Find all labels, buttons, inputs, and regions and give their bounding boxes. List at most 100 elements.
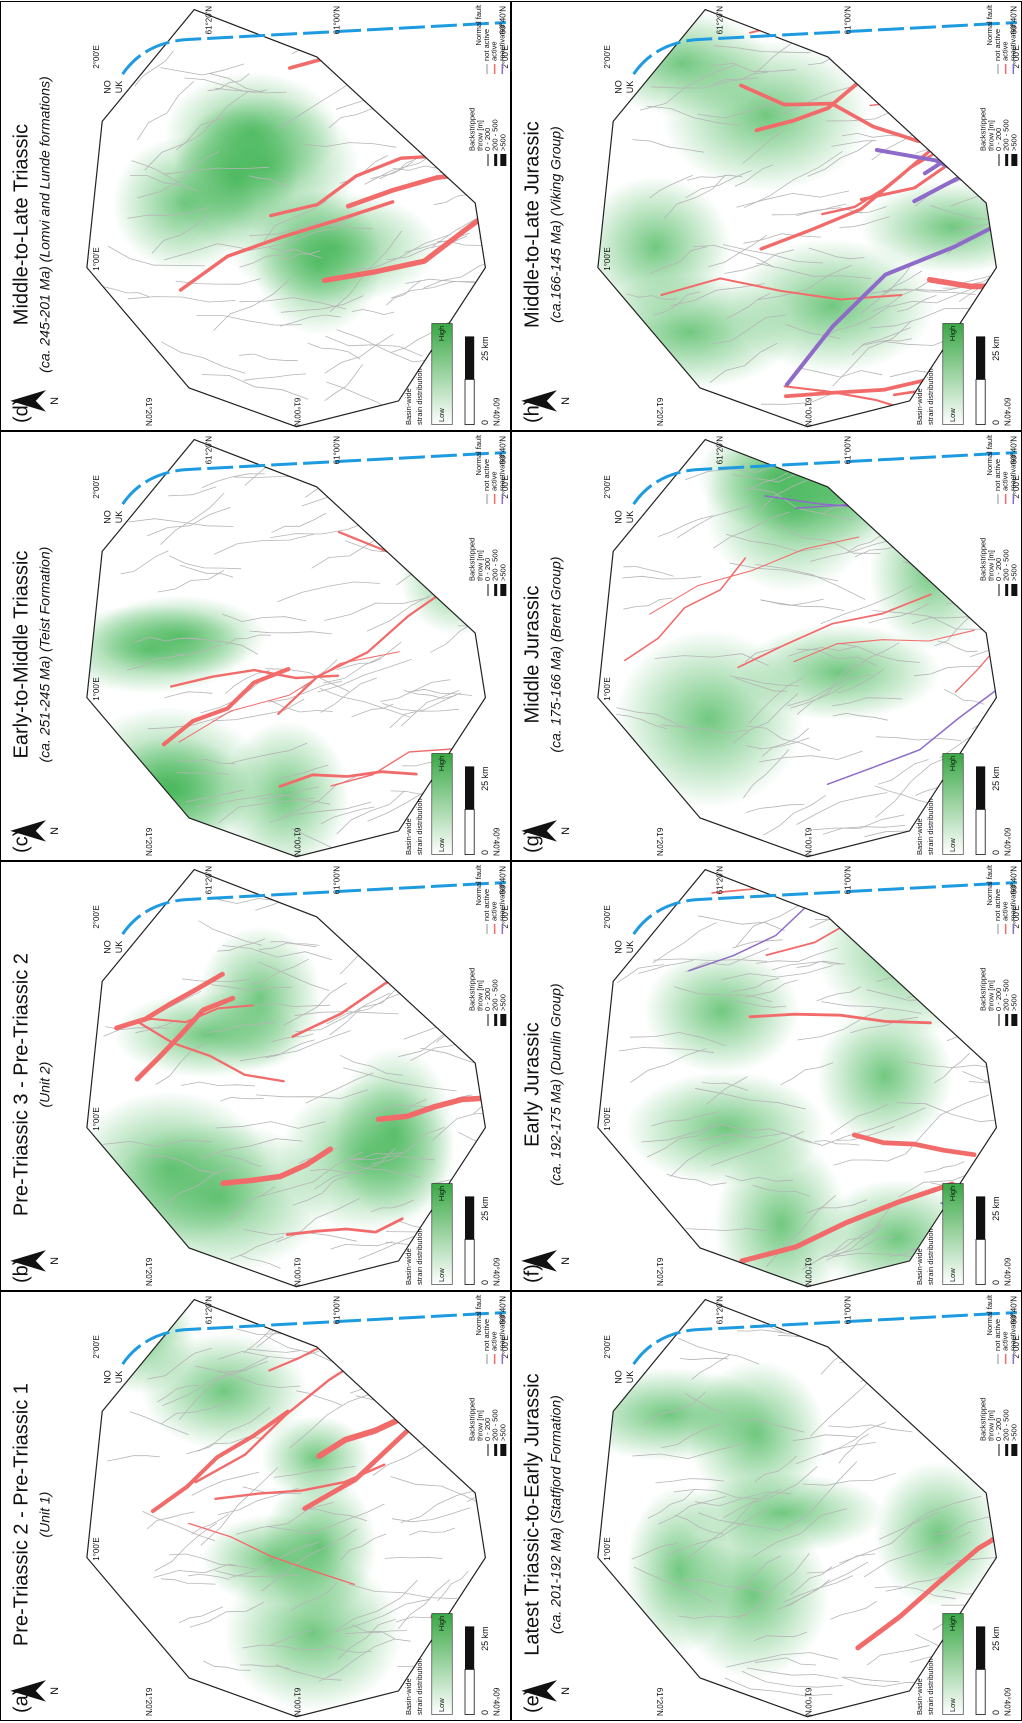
lat-label: 61°20'N bbox=[205, 6, 214, 35]
fault-inactive bbox=[874, 785, 932, 804]
scale-bar bbox=[975, 1238, 986, 1285]
fault-inactive bbox=[160, 341, 246, 374]
fault-inactive bbox=[618, 1047, 715, 1054]
legend-item: High bbox=[948, 1616, 957, 1631]
fault-inactive bbox=[220, 1096, 264, 1102]
lon-label: 2°00'E bbox=[501, 45, 510, 68]
lon-label: 2°00'E bbox=[1012, 905, 1021, 928]
fault-inactive bbox=[175, 772, 230, 775]
fault-inactive bbox=[242, 227, 339, 252]
lat-label: 60°40'N bbox=[1003, 1258, 1012, 1287]
fault-inactive bbox=[390, 281, 475, 299]
fault-inactive bbox=[904, 1094, 990, 1155]
lat-label: 61°20'N bbox=[655, 398, 664, 427]
legend-title: strain distribution bbox=[926, 1658, 935, 1715]
strain-blob bbox=[140, 1332, 309, 1450]
legend-item: >500 bbox=[498, 994, 507, 1011]
border-line bbox=[632, 21, 1017, 75]
fault-inactive bbox=[258, 1151, 363, 1198]
fault-inactive bbox=[756, 262, 872, 279]
fault-inactive bbox=[955, 217, 997, 232]
fault-inactive bbox=[639, 64, 736, 111]
fault-active bbox=[285, 1217, 404, 1237]
scale-bar bbox=[976, 1196, 986, 1240]
basin-outline bbox=[86, 868, 487, 1288]
fault-active bbox=[759, 138, 945, 251]
fault-inactive bbox=[726, 293, 771, 319]
fault-inactive bbox=[685, 947, 769, 973]
legend-title: Normal fault bbox=[474, 434, 483, 475]
legend-item: reactivated bbox=[1008, 454, 1017, 491]
basin-outline bbox=[597, 438, 998, 858]
fault-inactive bbox=[230, 1236, 284, 1260]
legend-item: 0 - 200 bbox=[483, 1418, 492, 1441]
fault-inactive bbox=[242, 1644, 320, 1650]
legend-item: 0 - 200 bbox=[483, 988, 492, 1011]
panel-subtitle: (ca. 201-192 Ma) (Statfjord Formation) bbox=[548, 1395, 564, 1634]
scale-bar bbox=[464, 1668, 475, 1715]
fault-inactive bbox=[796, 662, 856, 715]
lon-label: 2°00'E bbox=[603, 475, 612, 498]
fault-inactive bbox=[842, 642, 900, 680]
lat-label: 60°40'N bbox=[1009, 436, 1018, 465]
legend-item: 200 - 500 bbox=[1002, 1409, 1011, 1441]
fault-inactive bbox=[195, 793, 273, 808]
fault-inactive bbox=[310, 1168, 365, 1174]
fault-inactive bbox=[742, 130, 785, 164]
fault-inactive bbox=[348, 1583, 458, 1600]
fault-inactive bbox=[243, 373, 307, 381]
fault-inactive bbox=[822, 1422, 886, 1456]
legend-item: active bbox=[1001, 471, 1010, 491]
fault-inactive bbox=[160, 1400, 231, 1425]
fault-inactive bbox=[795, 1442, 876, 1465]
legend-title: throw [m] bbox=[475, 1410, 484, 1441]
fault-inactive bbox=[684, 1392, 724, 1413]
map-panel: (e)Latest Triassic-to-Early Jurassic (ca.… bbox=[511, 1291, 1022, 1721]
scale-label: 0 bbox=[991, 850, 1001, 855]
legend-title: Basin-wide bbox=[915, 1678, 924, 1715]
legend-item: reactivated bbox=[1008, 1314, 1017, 1351]
lat-label: 61°00'N bbox=[332, 866, 341, 895]
strain-scale bbox=[431, 1613, 453, 1715]
lat-label: 60°40'N bbox=[498, 6, 507, 35]
fault-inactive bbox=[788, 646, 856, 657]
fault-active bbox=[748, 1012, 932, 1025]
legend-item: reactivated bbox=[497, 24, 506, 61]
fault-inactive bbox=[741, 1670, 843, 1688]
fault-inactive bbox=[408, 688, 473, 696]
fault-inactive bbox=[687, 174, 743, 181]
fault-inactive bbox=[332, 1580, 418, 1634]
fault-inactive bbox=[147, 710, 234, 730]
legend-title: throw [m] bbox=[986, 550, 995, 581]
legend-title: Backstripped bbox=[468, 108, 477, 151]
strain-scale bbox=[431, 753, 453, 855]
fault-inactive bbox=[882, 288, 977, 295]
fault-inactive bbox=[342, 1067, 457, 1092]
fault-inactive bbox=[841, 1676, 928, 1687]
fault-inactive bbox=[805, 1199, 868, 1214]
fault-inactive bbox=[275, 1664, 342, 1681]
fault-reactivated bbox=[826, 688, 997, 786]
legend-title: Normal fault bbox=[985, 1294, 994, 1335]
fault-inactive bbox=[352, 1155, 435, 1161]
map-content bbox=[86, 879, 486, 1275]
fault-inactive bbox=[745, 737, 810, 750]
fault-inactive bbox=[384, 1556, 443, 1559]
legend-title: Normal fault bbox=[985, 864, 994, 905]
fault-inactive bbox=[225, 634, 272, 646]
fault-inactive bbox=[370, 1199, 414, 1213]
lat-label: 60°40'N bbox=[1003, 398, 1012, 427]
fault-inactive bbox=[318, 1638, 395, 1683]
fault-inactive bbox=[160, 492, 225, 545]
strain-blob bbox=[859, 180, 997, 274]
legend-title: strain distribution bbox=[926, 1228, 935, 1285]
north-arrow bbox=[10, 820, 46, 842]
fault-inactive bbox=[820, 584, 914, 625]
strain-scale bbox=[431, 1183, 453, 1285]
fault-inactive bbox=[729, 562, 839, 582]
legend-item: active bbox=[490, 1331, 499, 1351]
fault-inactive bbox=[709, 342, 778, 383]
lat-label: 61°00'N bbox=[843, 6, 852, 35]
north-label: N bbox=[49, 1687, 61, 1695]
lat-label: 61°20'N bbox=[144, 1258, 153, 1287]
